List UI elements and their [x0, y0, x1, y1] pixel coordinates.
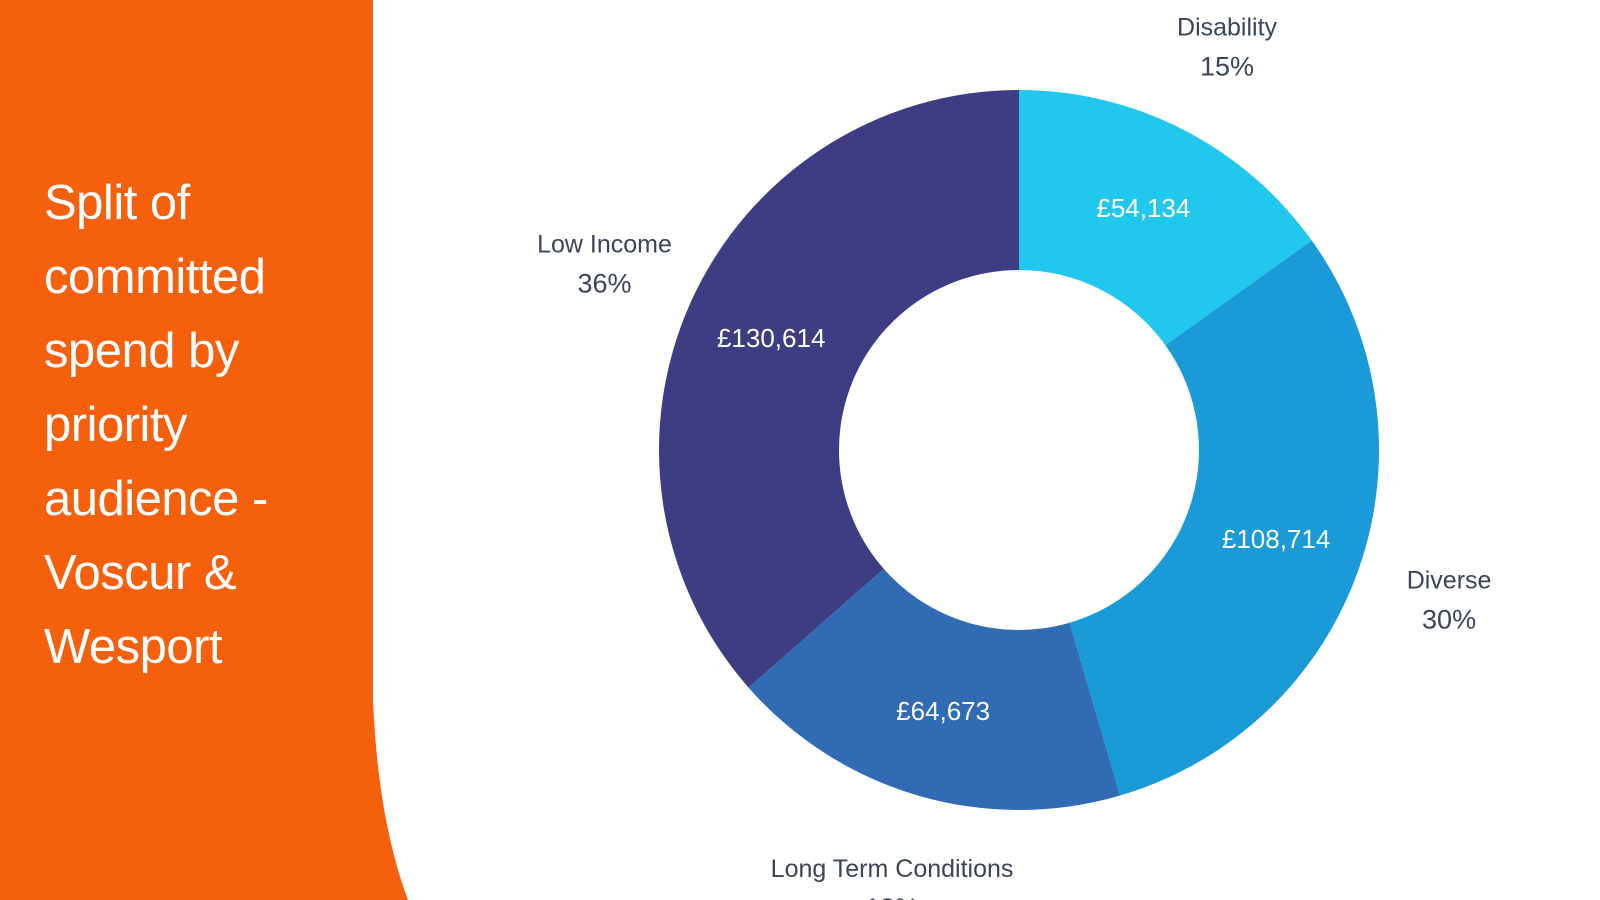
slice-percent-label-low-income: 36%: [577, 268, 631, 298]
donut-labels: £54,134 Disability 15% £108,714 Diverse 30% £6…: [537, 13, 1491, 900]
slice-disability: [1019, 90, 1312, 346]
slice-value-label-disability: £54,134: [1096, 193, 1190, 223]
page-title: Split of committed spend by priority aud…: [44, 176, 268, 674]
slice-low-income: [658, 90, 1019, 688]
slice-category-label-diverse: Diverse: [1407, 567, 1492, 595]
slice-value-label-diverse: £108,714: [1222, 524, 1330, 554]
slice-percent-label-long-term-conditions: 18%: [865, 893, 919, 900]
donut-slices: [658, 90, 1379, 810]
slice-category-label-long-term-conditions: Long Term Conditions: [771, 855, 1014, 883]
slice-long-term-conditions: [748, 568, 1121, 810]
slice-percent-label-diverse: 30%: [1422, 605, 1476, 635]
slice-percent-label-disability: 15%: [1200, 51, 1254, 81]
slice-value-label-long-term-conditions: £64,673: [896, 696, 990, 726]
slice-category-label-low-income: Low Income: [537, 230, 672, 258]
slice-value-label-low-income: £130,614: [717, 323, 825, 353]
side-panel-background: [0, 0, 408, 900]
slice-diverse: [1069, 240, 1379, 796]
side-panel: [0, 0, 408, 900]
slice-category-label-disability: Disability: [1177, 13, 1278, 41]
